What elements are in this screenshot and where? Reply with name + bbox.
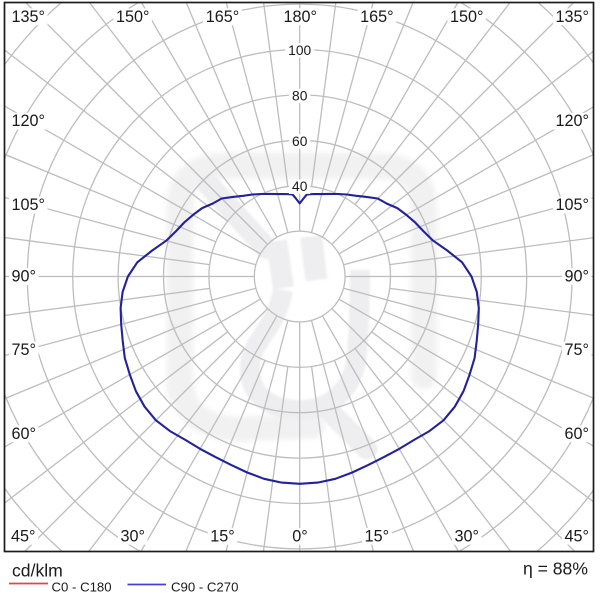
svg-text:15°: 15°: [210, 527, 234, 545]
svg-text:60: 60: [292, 134, 308, 149]
svg-text:75°: 75°: [12, 341, 36, 359]
svg-text:165°: 165°: [206, 8, 239, 26]
svg-text:η = 88%: η = 88%: [523, 559, 588, 579]
svg-text:30°: 30°: [454, 527, 478, 545]
svg-text:135°: 135°: [556, 8, 589, 26]
svg-text:45°: 45°: [565, 527, 589, 545]
svg-text:105°: 105°: [556, 196, 589, 214]
svg-text:C0 - C180: C0 - C180: [52, 580, 112, 595]
svg-text:75°: 75°: [565, 341, 589, 359]
svg-text:60°: 60°: [12, 425, 36, 443]
svg-text:135°: 135°: [12, 8, 45, 26]
svg-text:150°: 150°: [116, 8, 149, 26]
svg-text:180°: 180°: [283, 8, 316, 26]
svg-text:150°: 150°: [450, 8, 483, 26]
svg-text:40: 40: [292, 179, 308, 194]
svg-text:45°: 45°: [11, 527, 35, 545]
svg-text:15°: 15°: [365, 527, 389, 545]
svg-text:120°: 120°: [12, 112, 45, 130]
svg-text:0°: 0°: [292, 527, 307, 545]
svg-text:165°: 165°: [360, 8, 393, 26]
svg-text:100: 100: [288, 43, 311, 58]
svg-text:cd/klm: cd/klm: [12, 561, 63, 581]
svg-text:105°: 105°: [12, 196, 45, 214]
svg-text:30°: 30°: [120, 527, 144, 545]
svg-text:C90 - C270: C90 - C270: [171, 580, 238, 595]
svg-text:60°: 60°: [565, 425, 589, 443]
svg-text:80: 80: [292, 88, 308, 103]
svg-text:120°: 120°: [556, 112, 589, 130]
svg-text:90°: 90°: [565, 268, 589, 286]
svg-text:90°: 90°: [12, 268, 36, 286]
